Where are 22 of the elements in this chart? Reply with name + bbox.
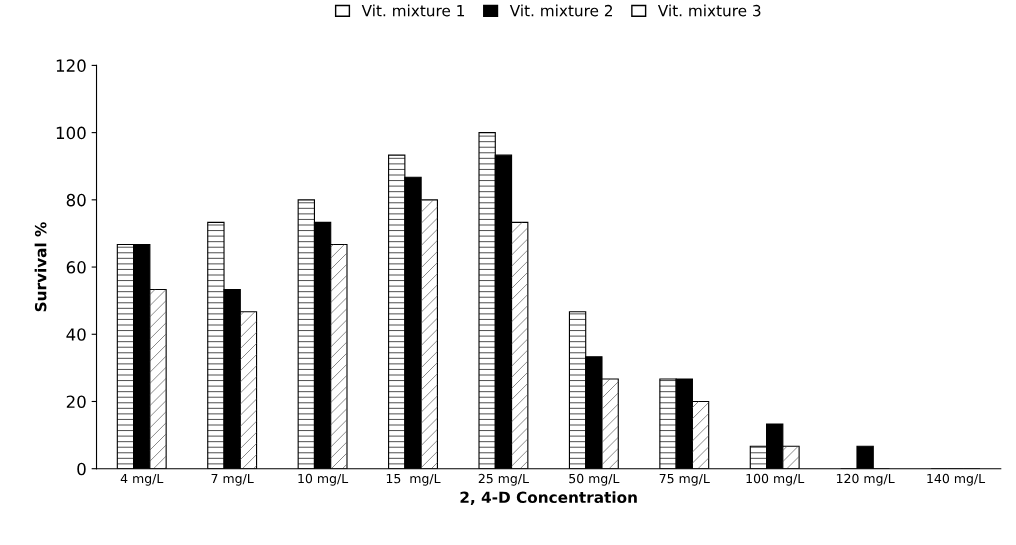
legend-label: Vit. mixture 1 [361, 4, 465, 17]
x-tick-label: 4 mg/L [120, 473, 164, 486]
y-tick-label: 80 [66, 193, 86, 207]
y-axis-title: Survival % [34, 222, 47, 312]
x-tick-label: 75 mg/L [659, 473, 710, 486]
x-tick-label: 25 mg/L [478, 473, 529, 486]
x-axis-title: 2, 4-D Concentration [460, 491, 637, 505]
x-tick-label: 50 mg/L [569, 473, 620, 486]
y-tick-label: 100 [56, 126, 86, 140]
x-tick-label: 100 mg/L [746, 473, 805, 486]
x-tick-label: 15 mg/L [386, 473, 441, 486]
x-tick-label: 7 mg/L [211, 473, 254, 486]
x-tick-label: 10 mg/L [298, 473, 349, 486]
x-tick-label: 120 mg/L [836, 473, 895, 486]
legend-label: Vit. mixture 2 [509, 4, 612, 17]
legend-label: Vit. mixture 3 [657, 4, 761, 17]
y-tick-label: 120 [56, 59, 86, 72]
y-tick-label: 0 [77, 462, 86, 476]
y-tick-label: 20 [66, 395, 86, 409]
y-tick-label: 60 [66, 261, 86, 274]
y-tick-label: 40 [66, 328, 86, 341]
x-tick-label: 140 mg/L [927, 473, 986, 486]
